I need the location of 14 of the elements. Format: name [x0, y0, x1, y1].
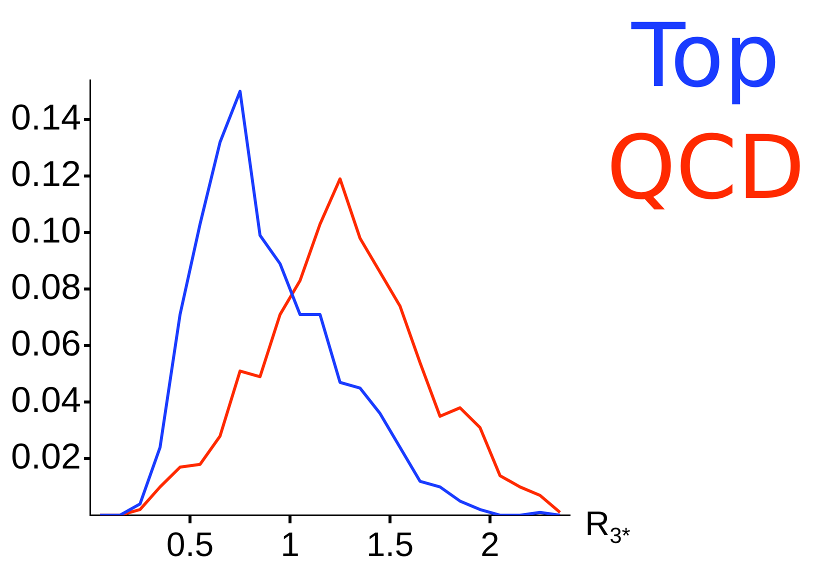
x-axis-title: R$_{3*}$	[585, 505, 630, 549]
x-tick-label: 1	[280, 526, 300, 564]
y-tick-label: 0.02	[10, 436, 82, 477]
x-tick-label: 2	[480, 526, 500, 564]
y-tick-label: 0.06	[10, 322, 82, 364]
x-tick-label: 0.5	[166, 526, 214, 564]
y-tick-label: 0.04	[10, 379, 82, 420]
y-tick-label: 0.12	[10, 153, 82, 194]
text: QCD	[606, 115, 805, 221]
y-tick-label: 0.08	[10, 266, 82, 308]
y-tick-label: 0.14	[10, 96, 82, 138]
y-tick-label: 0.10	[10, 210, 82, 251]
x-tick-label: 1.5	[366, 526, 414, 564]
text: Top	[630, 3, 781, 109]
